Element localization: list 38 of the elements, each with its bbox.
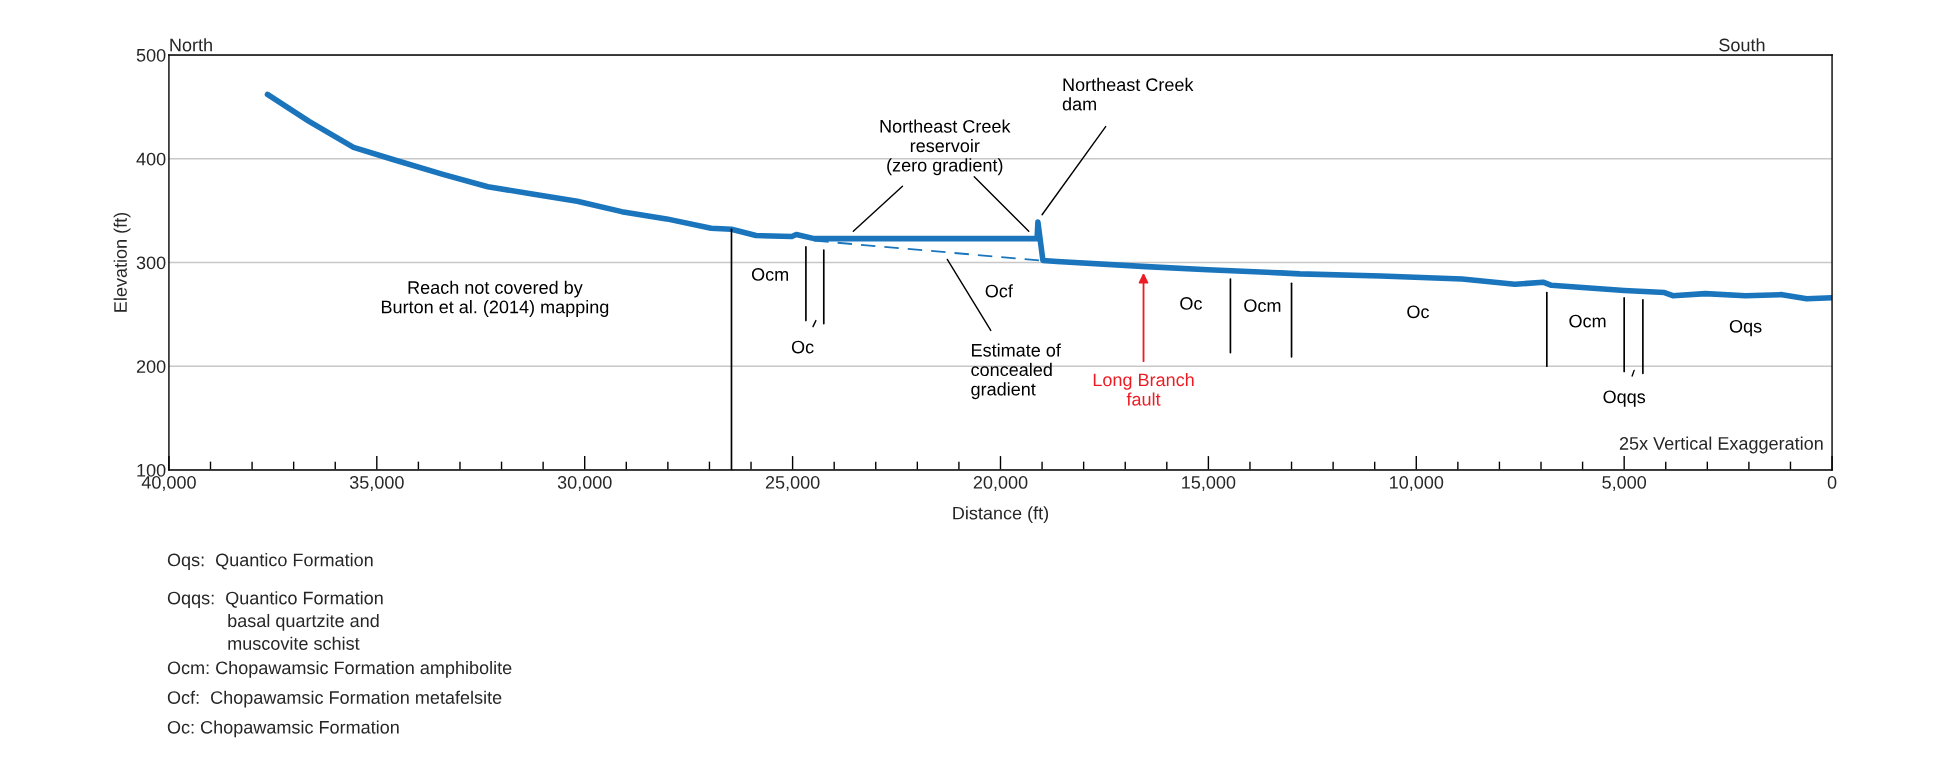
x-tick-label: 5,000 <box>1602 476 1647 491</box>
annotation: Ocf <box>985 284 1013 298</box>
annotation: Ocm <box>751 268 789 281</box>
text: Oqs: Quantico Formation <box>167 553 373 570</box>
annotation: Ocm <box>1569 314 1606 328</box>
y-tick-label: 400 <box>136 152 166 166</box>
annotation: Ocm <box>1244 299 1281 312</box>
annotation: Northeast Creek dam <box>1062 77 1194 111</box>
text: Ocm: Chopawamsic Formation amphibolite <box>167 660 512 678</box>
y-tick-label: 200 <box>136 360 166 373</box>
text: Oc: Chopawamsic Formation <box>167 720 399 738</box>
x-tick-label: 10,000 <box>1390 476 1444 491</box>
x-tick-label: 35,000 <box>349 476 404 491</box>
text: North <box>170 38 212 52</box>
text: Ocf: Chopawamsic Formation metafelsite <box>167 690 502 708</box>
annotation: Reach not covered by Burton et al. (2014) mapping <box>381 280 609 317</box>
y-tick-label: 500 <box>136 48 166 62</box>
annotation: 25x Vertical Exaggeration <box>1619 436 1823 454</box>
text: Oqqs: Quantico Formation basal quartzite and muscovite schist <box>167 591 383 650</box>
annotation: Oqqs <box>1603 390 1646 407</box>
annotation: Estimate of concealed gradient <box>971 343 1061 400</box>
x-tick-label: 15,000 <box>1182 476 1236 491</box>
annotation: Northeast Creek reservoir (zero gradient) <box>880 119 1011 176</box>
annotation: Oc <box>791 340 814 354</box>
x-tick-label: 25,000 <box>765 476 820 491</box>
annotation: Oc <box>1180 297 1202 310</box>
y-tick-label: 300 <box>136 256 166 270</box>
x-tick-label: 40,000 <box>141 476 196 491</box>
x-tick-label: 20,000 <box>973 476 1028 491</box>
x-axis-title: Distance (ft) <box>953 506 1049 524</box>
y-tick-label: 100 <box>137 463 166 477</box>
x-tick-label: 0 <box>1827 476 1837 489</box>
annotation: Oqs <box>1729 319 1762 337</box>
text: South <box>1719 38 1765 52</box>
annotation: Oc <box>1407 305 1429 319</box>
y-axis-title: Elevation (ft) <box>113 212 131 312</box>
annotation: Long Branch fault <box>1093 372 1194 406</box>
x-tick-label: 30,000 <box>557 476 612 491</box>
